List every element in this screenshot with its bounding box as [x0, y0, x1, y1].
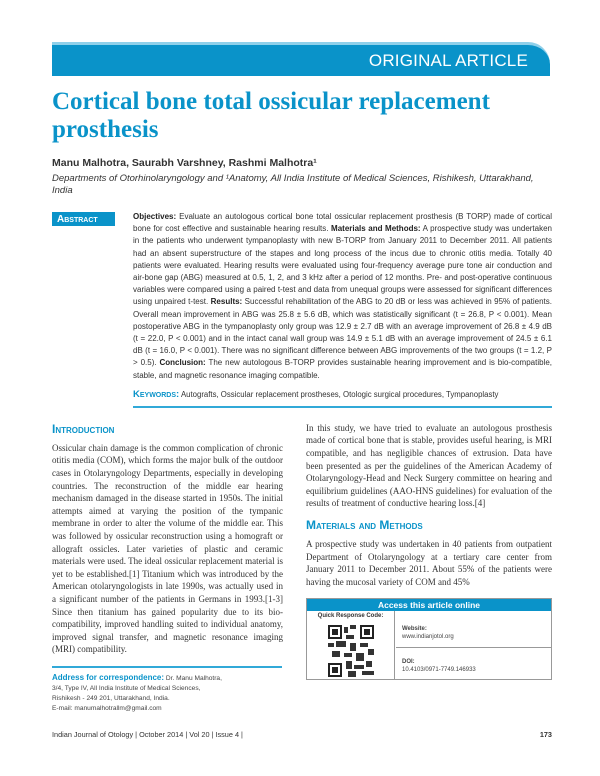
authors: Manu Malhotra, Saurabh Varshney, Rashmi …	[52, 157, 317, 169]
correspondence: Address for correspondence: Dr. Manu Mal…	[52, 673, 292, 714]
qr-cell: Quick Response Code:	[307, 611, 395, 681]
article-type-banner: ORIGINAL ARTICLE	[52, 42, 550, 76]
page-number: 173	[539, 729, 552, 739]
access-heading: Access this article online	[307, 599, 551, 612]
abstract-objectives: Evaluate an autologous cortical bone tot…	[133, 212, 552, 234]
doi-value[interactable]: 10.4103/0971-7749.146933	[402, 667, 476, 674]
correspondence-line: Dr. Manu Malhotra,	[164, 674, 222, 682]
abstract-block: Objectives: Evaluate an autologous corti…	[133, 211, 552, 408]
doi-cell: DOI: 10.4103/0971-7749.146933	[396, 648, 551, 674]
body-columns: Introduction Ossicular chain damage is t…	[52, 422, 552, 714]
correspondence-line: Rishikesh - 249 201, Uttarakhand, India.	[52, 694, 170, 702]
website-label: Website:	[402, 626, 427, 633]
affiliation: Departments of Otorhinolaryngology and ¹…	[52, 173, 534, 196]
methods-heading: Materials and Methods	[306, 518, 423, 532]
right-column: In this study, we have tried to evaluate…	[306, 422, 552, 714]
abstract-conclusion-label: Conclusion:	[159, 358, 206, 368]
methods-text: A prospective study was undertaken in 40…	[306, 539, 552, 587]
website-cell: Website: www.indianjotol.org	[396, 611, 551, 649]
abstract-text: Objectives: Evaluate an autologous corti…	[133, 211, 552, 382]
page-body: Abstract Objectives: Evaluate an autolog…	[52, 211, 552, 760]
abstract-objectives-label: Objectives:	[133, 212, 177, 221]
abstract-results: Successful rehabilitation of the ABG to …	[133, 297, 553, 368]
website-link[interactable]: www.indianjotol.org	[402, 634, 454, 641]
abstract-section: Abstract Objectives: Evaluate an autolog…	[52, 211, 552, 408]
keywords-label: Keywords:	[133, 388, 180, 400]
access-box: Access this article online Quick Respons…	[306, 598, 552, 681]
footer-journal: Indian Journal of Otology | October 2014…	[52, 729, 243, 739]
footer: Indian Journal of Otology | October 2014…	[52, 730, 552, 760]
keywords: Keywords: Autografts, Ossicular replacem…	[133, 389, 552, 400]
left-column: Introduction Ossicular chain damage is t…	[52, 422, 283, 714]
introduction-text: Ossicular chain damage is the common com…	[52, 442, 283, 655]
correspondence-label: Address for correspondence:	[52, 672, 165, 682]
abstract-label: Abstract	[52, 212, 115, 226]
qr-code-icon[interactable]	[328, 625, 374, 678]
right-intro-text: In this study, we have tried to evaluate…	[306, 422, 552, 509]
correspondence-email[interactable]: E-mail: manumalhotrallm@gmail.com	[52, 704, 162, 712]
abstract-conclusion: The new autologous B-TORP provides susta…	[133, 358, 553, 380]
divider	[52, 665, 282, 668]
abstract-methods-label: Materials and Methods:	[331, 224, 421, 234]
article-type: ORIGINAL ARTICLE	[368, 51, 528, 70]
qr-label: Quick Response Code:	[317, 613, 384, 620]
divider	[133, 405, 552, 408]
article-title: Cortical bone total ossicular replacemen…	[52, 88, 490, 143]
introduction-heading: Introduction	[52, 421, 115, 436]
doi-label: DOI:	[402, 659, 415, 666]
abstract-results-label: Results:	[210, 297, 243, 307]
keywords-list: Autografts, Ossicular replacement prosth…	[179, 389, 499, 399]
correspondence-line: 3/4, Type IV, All India Institute of Med…	[52, 684, 201, 692]
abstract-methods: A prospective study was undertaken in th…	[133, 224, 553, 307]
